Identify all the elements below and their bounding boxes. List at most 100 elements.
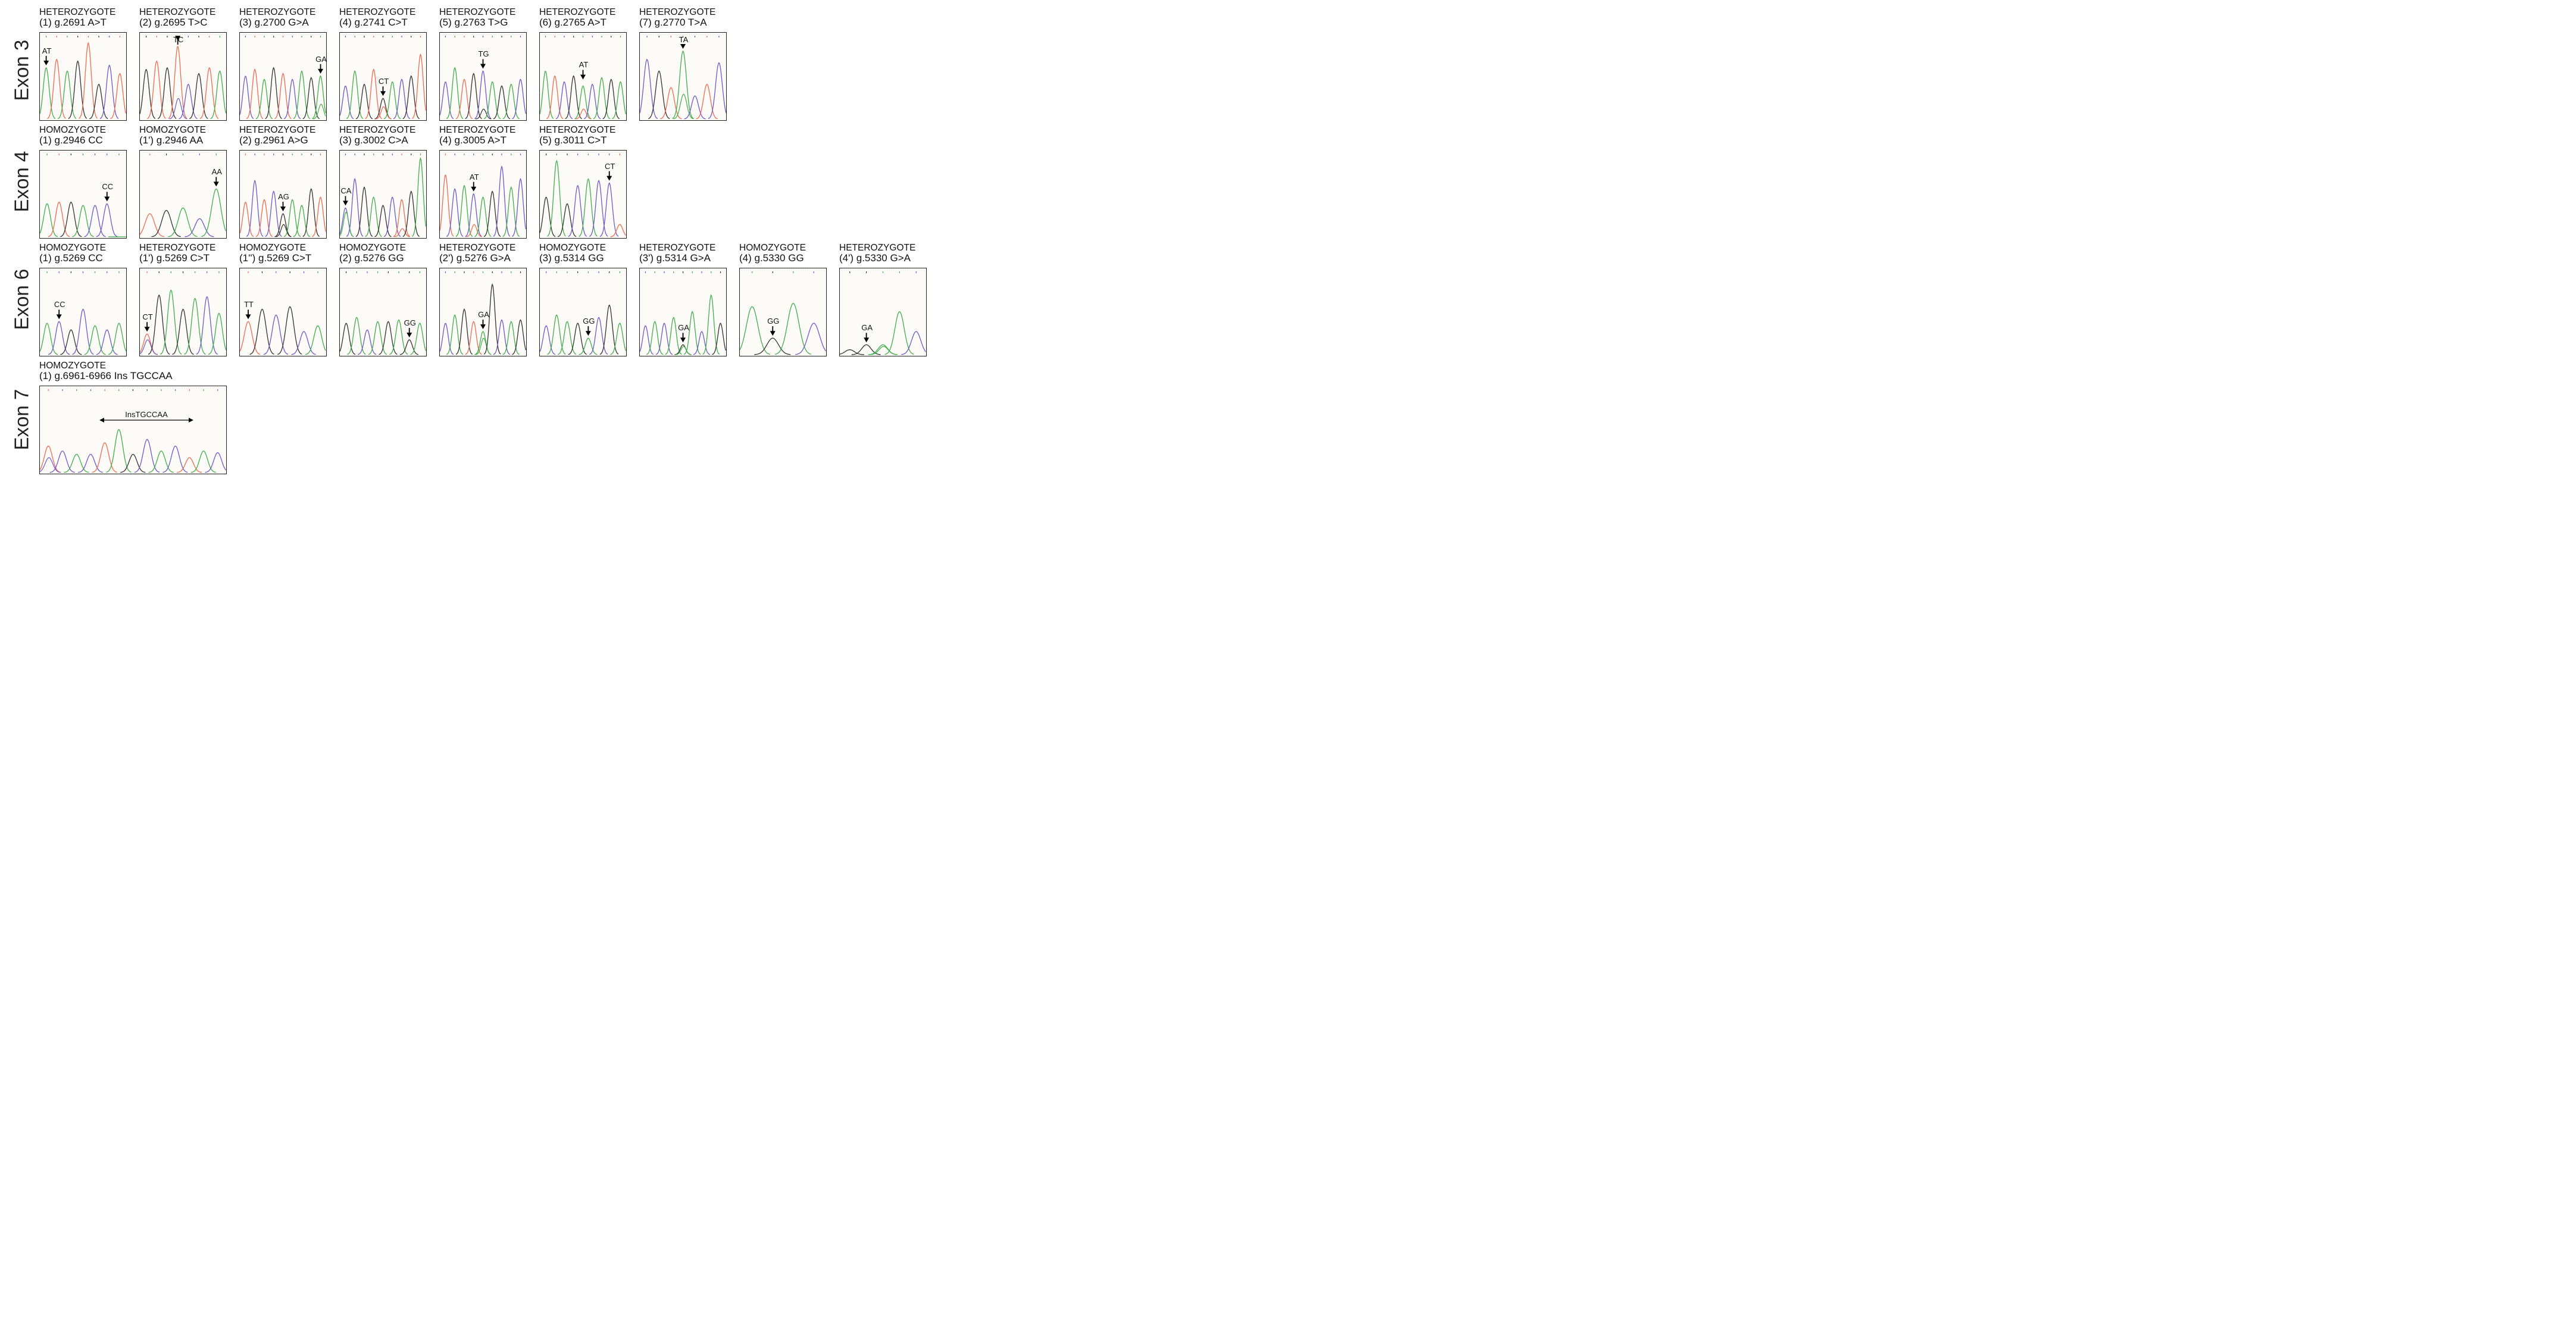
chromatogram-peak (655, 323, 673, 355)
base-call-tick (401, 36, 402, 37)
base-call-tick (673, 271, 674, 273)
variant-label: (3) g.3002 C>A (339, 134, 408, 146)
base-call-tick (158, 271, 160, 273)
base-call-tick (76, 389, 77, 391)
zygosity-label: HETEROZYGOTE (339, 7, 416, 17)
zygosity-label: HOMOZYGOTE (39, 125, 106, 135)
chromatogram-box: GA (239, 32, 327, 121)
chromatogram-peak (593, 77, 611, 120)
variant-label: (1') g.2946 AA (139, 134, 204, 146)
trace-svg (640, 34, 726, 120)
chromatogram-peak (302, 77, 320, 120)
base-call-tick (601, 36, 602, 37)
zygosity-label: HETEROZYGOTE (639, 7, 716, 17)
chromatogram-peak (274, 213, 292, 237)
chromatogram-peak (147, 60, 166, 119)
trace-svg (140, 152, 226, 237)
chromatogram-peak (40, 445, 61, 473)
panel-title: HETEROZYGOTE (4) g.3005 A>T (439, 125, 515, 145)
chromatogram-panel: HETEROZYGOTE (4') g.5330 G>A GA (839, 243, 927, 356)
chromatogram-panel: HOMOZYGOTE (2) g.5276 GG GG (339, 243, 427, 356)
chromatogram-box: GG (539, 268, 627, 356)
base-call-tick (577, 154, 579, 155)
panel-title: HETEROZYGOTE (3') g.5314 G>A (639, 243, 715, 263)
chromatogram-peak (57, 70, 77, 120)
base-call-tick (292, 36, 293, 37)
base-call-tick (473, 271, 474, 273)
chromatogram-peak (660, 87, 682, 120)
base-call-tick (401, 154, 402, 155)
chromatogram-peak (483, 190, 501, 237)
trace-svg (240, 34, 326, 120)
chromatogram-peak (283, 199, 301, 237)
chromatogram-peak (140, 213, 165, 237)
chromatogram-peak (540, 325, 556, 355)
marker-arrow-head (471, 186, 477, 192)
chromatogram-peak (157, 67, 177, 120)
chromatogram-panel: HETEROZYGOTE (2) g.2695 T>C TC (139, 7, 227, 121)
chromatogram-peak (357, 329, 377, 355)
base-call-tick (301, 154, 302, 155)
variant-label: (4) g.2741 C>T (339, 17, 408, 28)
chromatogram-panel: HETEROZYGOTE (6) g.2765 A>T AT (539, 7, 627, 121)
chromatogram-panel: HETEROZYGOTE (4) g.3005 A>T AT (439, 125, 527, 239)
chromatogram-peak (255, 79, 273, 120)
chromatogram-peak (602, 79, 620, 120)
chromatogram-peak (646, 321, 664, 355)
chromatogram-box: CC (39, 150, 127, 239)
secondary-peak (40, 457, 61, 473)
chromatogram-peak (512, 319, 526, 355)
panel-title: HOMOZYGOTE (1') g.2946 AA (139, 125, 206, 145)
panel-title: HETEROZYGOTE (3) g.3002 C>A (339, 125, 415, 145)
chromatogram-peak (40, 323, 58, 355)
base-call-tick (46, 271, 48, 273)
base-call-tick (198, 36, 199, 37)
variant-label: (2') g.5276 G>A (439, 252, 511, 264)
marker-label: CT (378, 77, 389, 86)
trace-svg (440, 34, 526, 120)
base-call-tick (720, 271, 721, 273)
chromatogram-peak (60, 201, 82, 237)
chromatogram-box: GA (439, 268, 527, 356)
chromatogram-peak (884, 311, 914, 355)
base-call-tick (87, 36, 89, 37)
secondary-peak (375, 106, 392, 120)
zygosity-label: HETEROZYGOTE (539, 125, 616, 135)
marker-label: GA (861, 323, 873, 333)
base-call-tick (218, 271, 220, 273)
chromatogram-panel: HETEROZYGOTE (3) g.3002 C>A CA (339, 125, 427, 239)
base-call-tick (245, 36, 246, 37)
base-call-tick (146, 389, 148, 391)
marker-arrow-head (280, 206, 286, 212)
secondary-peak (275, 224, 292, 237)
chromatogram-box: AG (239, 150, 327, 239)
chromatogram-peak (502, 83, 520, 120)
insertion-label: InsTGCCAA (125, 410, 168, 419)
base-call-tick (46, 154, 48, 155)
chromatogram-peak (493, 319, 511, 355)
base-call-tick (149, 154, 151, 155)
chromatogram-peak (565, 75, 582, 120)
base-call-tick (587, 154, 589, 155)
base-call-tick (398, 271, 399, 273)
zygosity-label: HOMOZYGOTE (39, 361, 106, 371)
variant-label: (1) g.2946 CC (39, 134, 103, 146)
base-call-tick (598, 271, 599, 273)
base-call-tick (187, 36, 189, 37)
chromatogram-peak (579, 178, 598, 237)
chromatogram-peak (340, 86, 354, 120)
trace-svg (840, 270, 926, 355)
trace-svg (40, 34, 126, 120)
base-call-tick (189, 389, 190, 391)
base-call-tick (98, 36, 99, 37)
chromatogram-peak (365, 196, 382, 237)
chromatogram-panel: HOMOZYGOTE (1) g.5269 CC CC (39, 243, 127, 356)
variant-label: (3) g.2700 G>A (239, 17, 309, 28)
marker-label: TT (244, 300, 254, 309)
base-call-tick (706, 36, 708, 37)
marker-label: AG (278, 192, 289, 202)
base-call-tick (645, 271, 646, 273)
zygosity-label: HETEROZYGOTE (439, 7, 516, 17)
chromatogram-peak (293, 205, 311, 237)
chromatogram-peak (49, 450, 75, 473)
